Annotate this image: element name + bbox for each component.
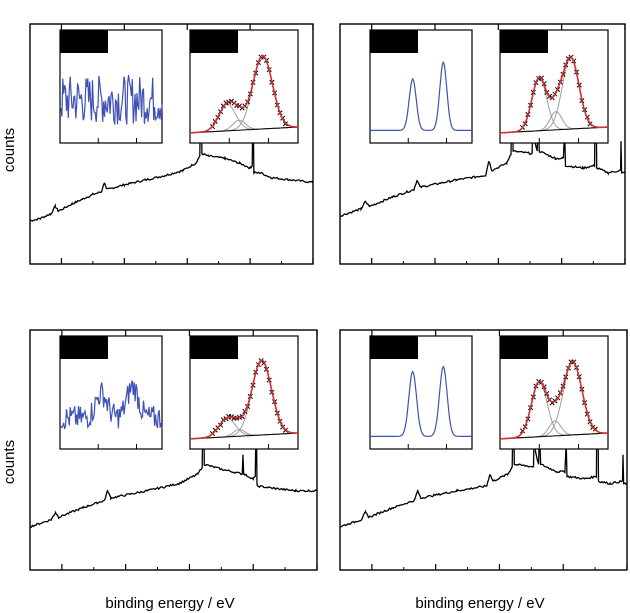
inset-label-bg: [500, 30, 548, 53]
x-axis-label-right: binding energy / eV: [415, 595, 544, 612]
inset-label-bg: [60, 336, 108, 359]
c1s-baseline: [189, 432, 299, 440]
pb4f-inset: [59, 29, 163, 144]
panel-c: [29, 329, 318, 571]
inset-label-bg: [190, 30, 238, 53]
y-axis-label-top: counts: [1, 128, 18, 172]
panel-b: [339, 23, 626, 265]
inset-label-bg: [370, 30, 418, 53]
pb4f-spectrum: [59, 380, 163, 430]
plot-frame: [29, 329, 318, 571]
pb4f-spectrum: [370, 365, 472, 437]
c1s-baseline: [190, 126, 299, 134]
panel-d: [339, 329, 628, 571]
inset-label-bg: [500, 336, 548, 359]
c1s-fit-envelope: [500, 55, 609, 134]
c1s-fit-envelope: [500, 360, 608, 440]
plot-frame: [29, 23, 314, 265]
c1s-fit-envelope: [190, 55, 298, 134]
pb4f-inset: [369, 335, 473, 450]
pb4f-spectrum: [59, 74, 163, 125]
c1s-inset: [499, 335, 609, 450]
pb4f-inset: [59, 335, 163, 450]
plot-frame: [339, 329, 628, 571]
survey-spectrum: [339, 66, 626, 217]
panel-a: [29, 23, 314, 265]
inset-label-bg: [190, 336, 238, 359]
inset-label-bg: [370, 336, 418, 359]
survey-spectrum: [339, 378, 628, 528]
x-axis-label-left: binding energy / eV: [105, 595, 234, 612]
pb4f-spectrum: [370, 60, 472, 132]
c1s-inset: [499, 29, 609, 144]
y-axis-label-bottom: counts: [1, 440, 18, 484]
c1s-baseline: [499, 432, 609, 440]
plot-frame: [339, 23, 626, 265]
survey-spectrum: [29, 367, 318, 529]
inset-label-bg: [60, 30, 108, 53]
survey-spectrum: [29, 47, 314, 222]
c1s-fit-envelope: [190, 359, 298, 440]
pb4f-inset: [369, 29, 473, 144]
c1s-inset: [189, 29, 299, 144]
c1s-inset: [189, 335, 299, 450]
